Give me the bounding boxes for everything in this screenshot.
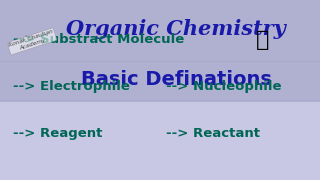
Text: --> Reagent: --> Reagent xyxy=(13,127,102,140)
Text: 👍: 👍 xyxy=(256,30,269,50)
Text: Organic Chemistry: Organic Chemistry xyxy=(66,19,286,39)
Text: Basic Definations: Basic Definations xyxy=(81,70,271,89)
Bar xyxy=(0,101,320,180)
Text: --> Substract Molecule: --> Substract Molecule xyxy=(13,33,184,46)
Text: --> Electrophile: --> Electrophile xyxy=(13,80,130,93)
Text: --> Reactant: --> Reactant xyxy=(166,127,260,140)
Bar xyxy=(0,0,320,101)
Text: Ronak Chauhan
Academy: Ronak Chauhan Academy xyxy=(8,29,56,54)
Text: --> Nucleophile: --> Nucleophile xyxy=(166,80,282,93)
